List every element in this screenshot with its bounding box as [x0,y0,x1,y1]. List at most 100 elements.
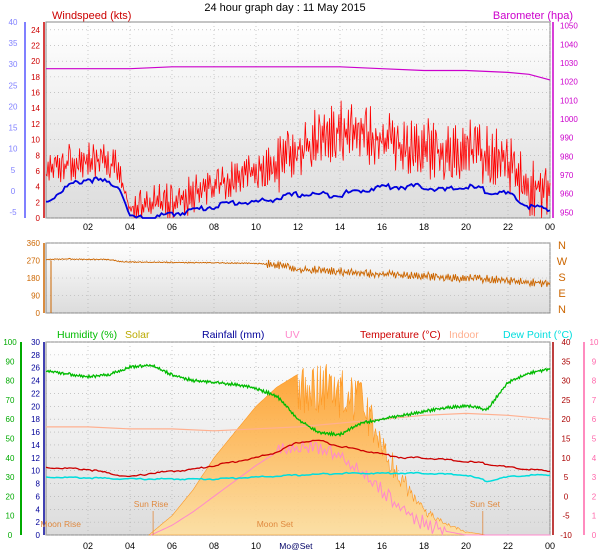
uv-tick: 3 [592,473,597,482]
uv-tick: 9 [592,357,597,366]
temp-tick: 5 [564,473,569,482]
wind-x-tick: 04 [125,222,135,232]
wind-inner-tick: 14 [31,104,40,113]
humidity-tick: 90 [6,357,15,366]
rain-tick: 22 [31,389,40,398]
climate-x-tick: 16 [377,541,387,551]
humidity-tick: 10 [6,512,15,521]
legend-item: Temperature (°C) [360,329,441,341]
rain-tick: 8 [36,480,41,489]
humidity-tick: 30 [6,473,15,482]
rain-tick: 4 [36,505,41,514]
climate-x-tick: 06 [167,541,177,551]
humidity-tick: 100 [3,338,17,347]
wind-inner-tick: 2 [36,198,41,207]
baro-tick: 1000 [560,115,578,124]
legend-item: Indoor [449,329,479,341]
rain-tick: 6 [36,492,41,501]
direction-compass-label: S [558,272,565,284]
temp-tick: -10 [560,531,572,540]
wind-inner-tick: 8 [36,151,41,160]
rain-tick: 30 [31,338,40,347]
direction-tick: 180 [27,274,41,283]
direction-compass-label: N [558,240,566,252]
rain-tick: 16 [31,428,40,437]
series-temperature [45,439,551,478]
uv-tick: 5 [592,435,597,444]
annotation-sun-set: Sun Set [470,499,501,509]
temp-tick: 0 [564,492,569,501]
rain-tick: 18 [31,415,40,424]
baro-tick: 960 [560,190,574,199]
rain-tick: 24 [31,377,40,386]
wind-outer-tick: 25 [9,81,18,90]
climate-x-tick: 20 [461,541,471,551]
direction-compass-label: W [557,256,568,268]
climate-x-tick: 18 [419,541,429,551]
wind-inner-tick: 12 [31,120,40,129]
uv-tick: 0 [592,531,597,540]
series-wind-direction [45,257,551,288]
direction-compass-label: E [558,288,565,300]
climate-x-tick: 04 [125,541,135,551]
humidity-tick: 40 [6,454,15,463]
baro-tick: 990 [560,134,574,143]
baro-tick: 970 [560,171,574,180]
uv-tick: 10 [590,338,599,347]
wind-inner-tick: 18 [31,73,40,82]
climate-x-tick-moon-set: Mo@Set [279,541,313,551]
humidity-tick: 70 [6,396,15,405]
wind-x-tick: 22 [503,222,513,232]
temp-tick: 15 [562,435,571,444]
uv-tick: 7 [592,396,597,405]
wind-outer-tick: 20 [9,102,18,111]
direction-tick: 270 [27,257,41,266]
rain-tick: 26 [31,364,40,373]
direction-compass-label: N [558,304,566,316]
rain-tick: 14 [31,441,40,450]
wind-x-tick: 14 [335,222,345,232]
baro-tick: 1040 [560,40,578,49]
baro-tick: 1010 [560,96,578,105]
baro-tick: 1030 [560,59,578,68]
temp-tick: 30 [562,377,571,386]
wind-x-tick: 16 [377,222,387,232]
humidity-tick: 80 [6,377,15,386]
climate-x-tick: 14 [335,541,345,551]
uv-tick: 1 [592,512,597,521]
wind-x-tick: 08 [209,222,219,232]
series-windspeed [45,100,551,219]
rain-tick: 20 [31,402,40,411]
wind-x-tick: 12 [293,222,303,232]
wind-inner-tick: 24 [31,26,40,35]
wind-inner-tick: 16 [31,89,40,98]
legend-item: Humidity (%) [57,329,117,341]
wind-outer-tick: 30 [9,60,18,69]
legend-item: Solar [125,329,150,341]
series-wind-average [45,176,551,219]
direction-tick: 360 [27,239,41,248]
baro-tick: 950 [560,208,574,217]
wind-inner-tick: 20 [31,57,40,66]
rain-tick: 0 [36,531,41,540]
wind-outer-tick: 5 [11,166,16,175]
legend-item: Rainfall (mm) [202,329,264,341]
wind-outer-tick: -5 [9,208,17,217]
rain-tick: 28 [31,351,40,360]
wind-x-tick: 06 [167,222,177,232]
temp-tick: -5 [562,512,570,521]
temp-tick: 35 [562,357,571,366]
uv-tick: 8 [592,377,597,386]
climate-x-tick: 10 [251,541,261,551]
wind-inner-tick: 6 [36,167,41,176]
temp-tick: 25 [562,396,571,405]
uv-tick: 2 [592,492,597,501]
wind-x-tick: 00 [545,222,555,232]
baro-axis-title: Barometer (hpa) [493,10,573,22]
wind-x-tick: 02 [83,222,93,232]
annotation-moon-set: Moon Set [257,519,294,529]
humidity-tick: 50 [6,435,15,444]
wind-inner-tick: 22 [31,42,40,51]
wind-x-tick: 10 [251,222,261,232]
